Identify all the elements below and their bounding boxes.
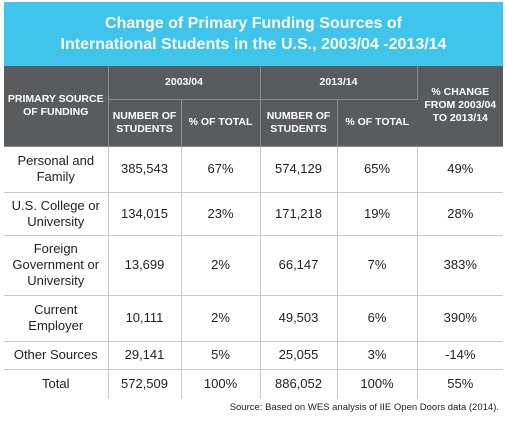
table-row: Other Sources 29,141 5% 25,055 3% -14% [4,341,503,370]
row-change: 390% [417,295,503,342]
row-p2013: 19% [337,192,418,236]
row-source: Personal and Family [4,146,109,193]
total-change: 55% [417,368,503,399]
chart-title-line1: Change of Primary Funding Sources of [105,15,402,32]
row-n2013: 49,503 [260,295,338,342]
table-row: Current Employer 10,111 2% 49,503 6% 390… [4,295,503,342]
row-n2003: 29,141 [108,341,182,370]
row-p2013: 6% [337,295,418,342]
row-p2013: 7% [337,235,418,296]
row-change: 49% [417,146,503,193]
header-period2: 2013/14 [260,66,418,100]
row-p2003: 2% [181,235,261,296]
row-n2013: 66,147 [260,235,338,296]
header-pct-total-1: % OF TOTAL [181,99,261,147]
row-p2003: 2% [181,295,261,342]
row-source: Current Employer [4,295,109,342]
row-n2003: 10,111 [108,295,182,342]
row-source: Other Sources [4,341,109,370]
total-n2013: 886,052 [260,368,338,399]
funding-table: PRIMARY SOURCE OF FUNDING 2003/04 2013/1… [4,66,503,399]
row-source: Foreign Government or University [4,235,109,296]
row-source: U.S. College or University [4,192,109,236]
row-p2013: 65% [337,146,418,193]
header-period1: 2003/04 [108,66,261,100]
table-figure: Change of Primary Funding Sources of Int… [4,2,503,399]
total-p2003: 100% [181,368,261,399]
total-n2003: 572,509 [108,368,182,399]
header-change: % CHANGE FROM 2003/04 TO 2013/14 [417,66,503,147]
row-p2003: 5% [181,341,261,370]
header-pct-total-2: % OF TOTAL [337,99,417,147]
table-row: Personal and Family 385,543 67% 574,129 … [4,146,503,193]
row-change: -14% [417,341,503,370]
row-change: 28% [417,192,503,236]
row-n2003: 13,699 [108,235,182,296]
header-num-students-1: NUMBER OF STUDENTS [108,99,182,147]
row-n2003: 385,543 [108,146,182,193]
table-row: U.S. College or University 134,015 23% 1… [4,192,503,236]
header-source: PRIMARY SOURCE OF FUNDING [4,66,109,147]
row-p2003: 67% [181,146,261,193]
source-note: Source: Based on WES analysis of IIE Ope… [229,402,499,413]
row-n2013: 25,055 [260,341,338,370]
chart-title-line2: International Students in the U.S., 2003… [60,36,447,53]
row-p2003: 23% [181,192,261,236]
total-row: Total 572,509 100% 886,052 100% 55% [4,368,503,399]
total-p2013: 100% [337,368,418,399]
table-row: Foreign Government or University 13,699 … [4,235,503,296]
row-change: 383% [417,235,503,296]
row-n2013: 574,129 [260,146,338,193]
header-num-students-2: NUMBER OF STUDENTS [260,99,338,147]
row-n2013: 171,218 [260,192,338,236]
title-banner: Change of Primary Funding Sources of Int… [4,2,503,66]
total-source: Total [4,368,109,399]
row-p2013: 3% [337,341,418,370]
row-n2003: 134,015 [108,192,182,236]
